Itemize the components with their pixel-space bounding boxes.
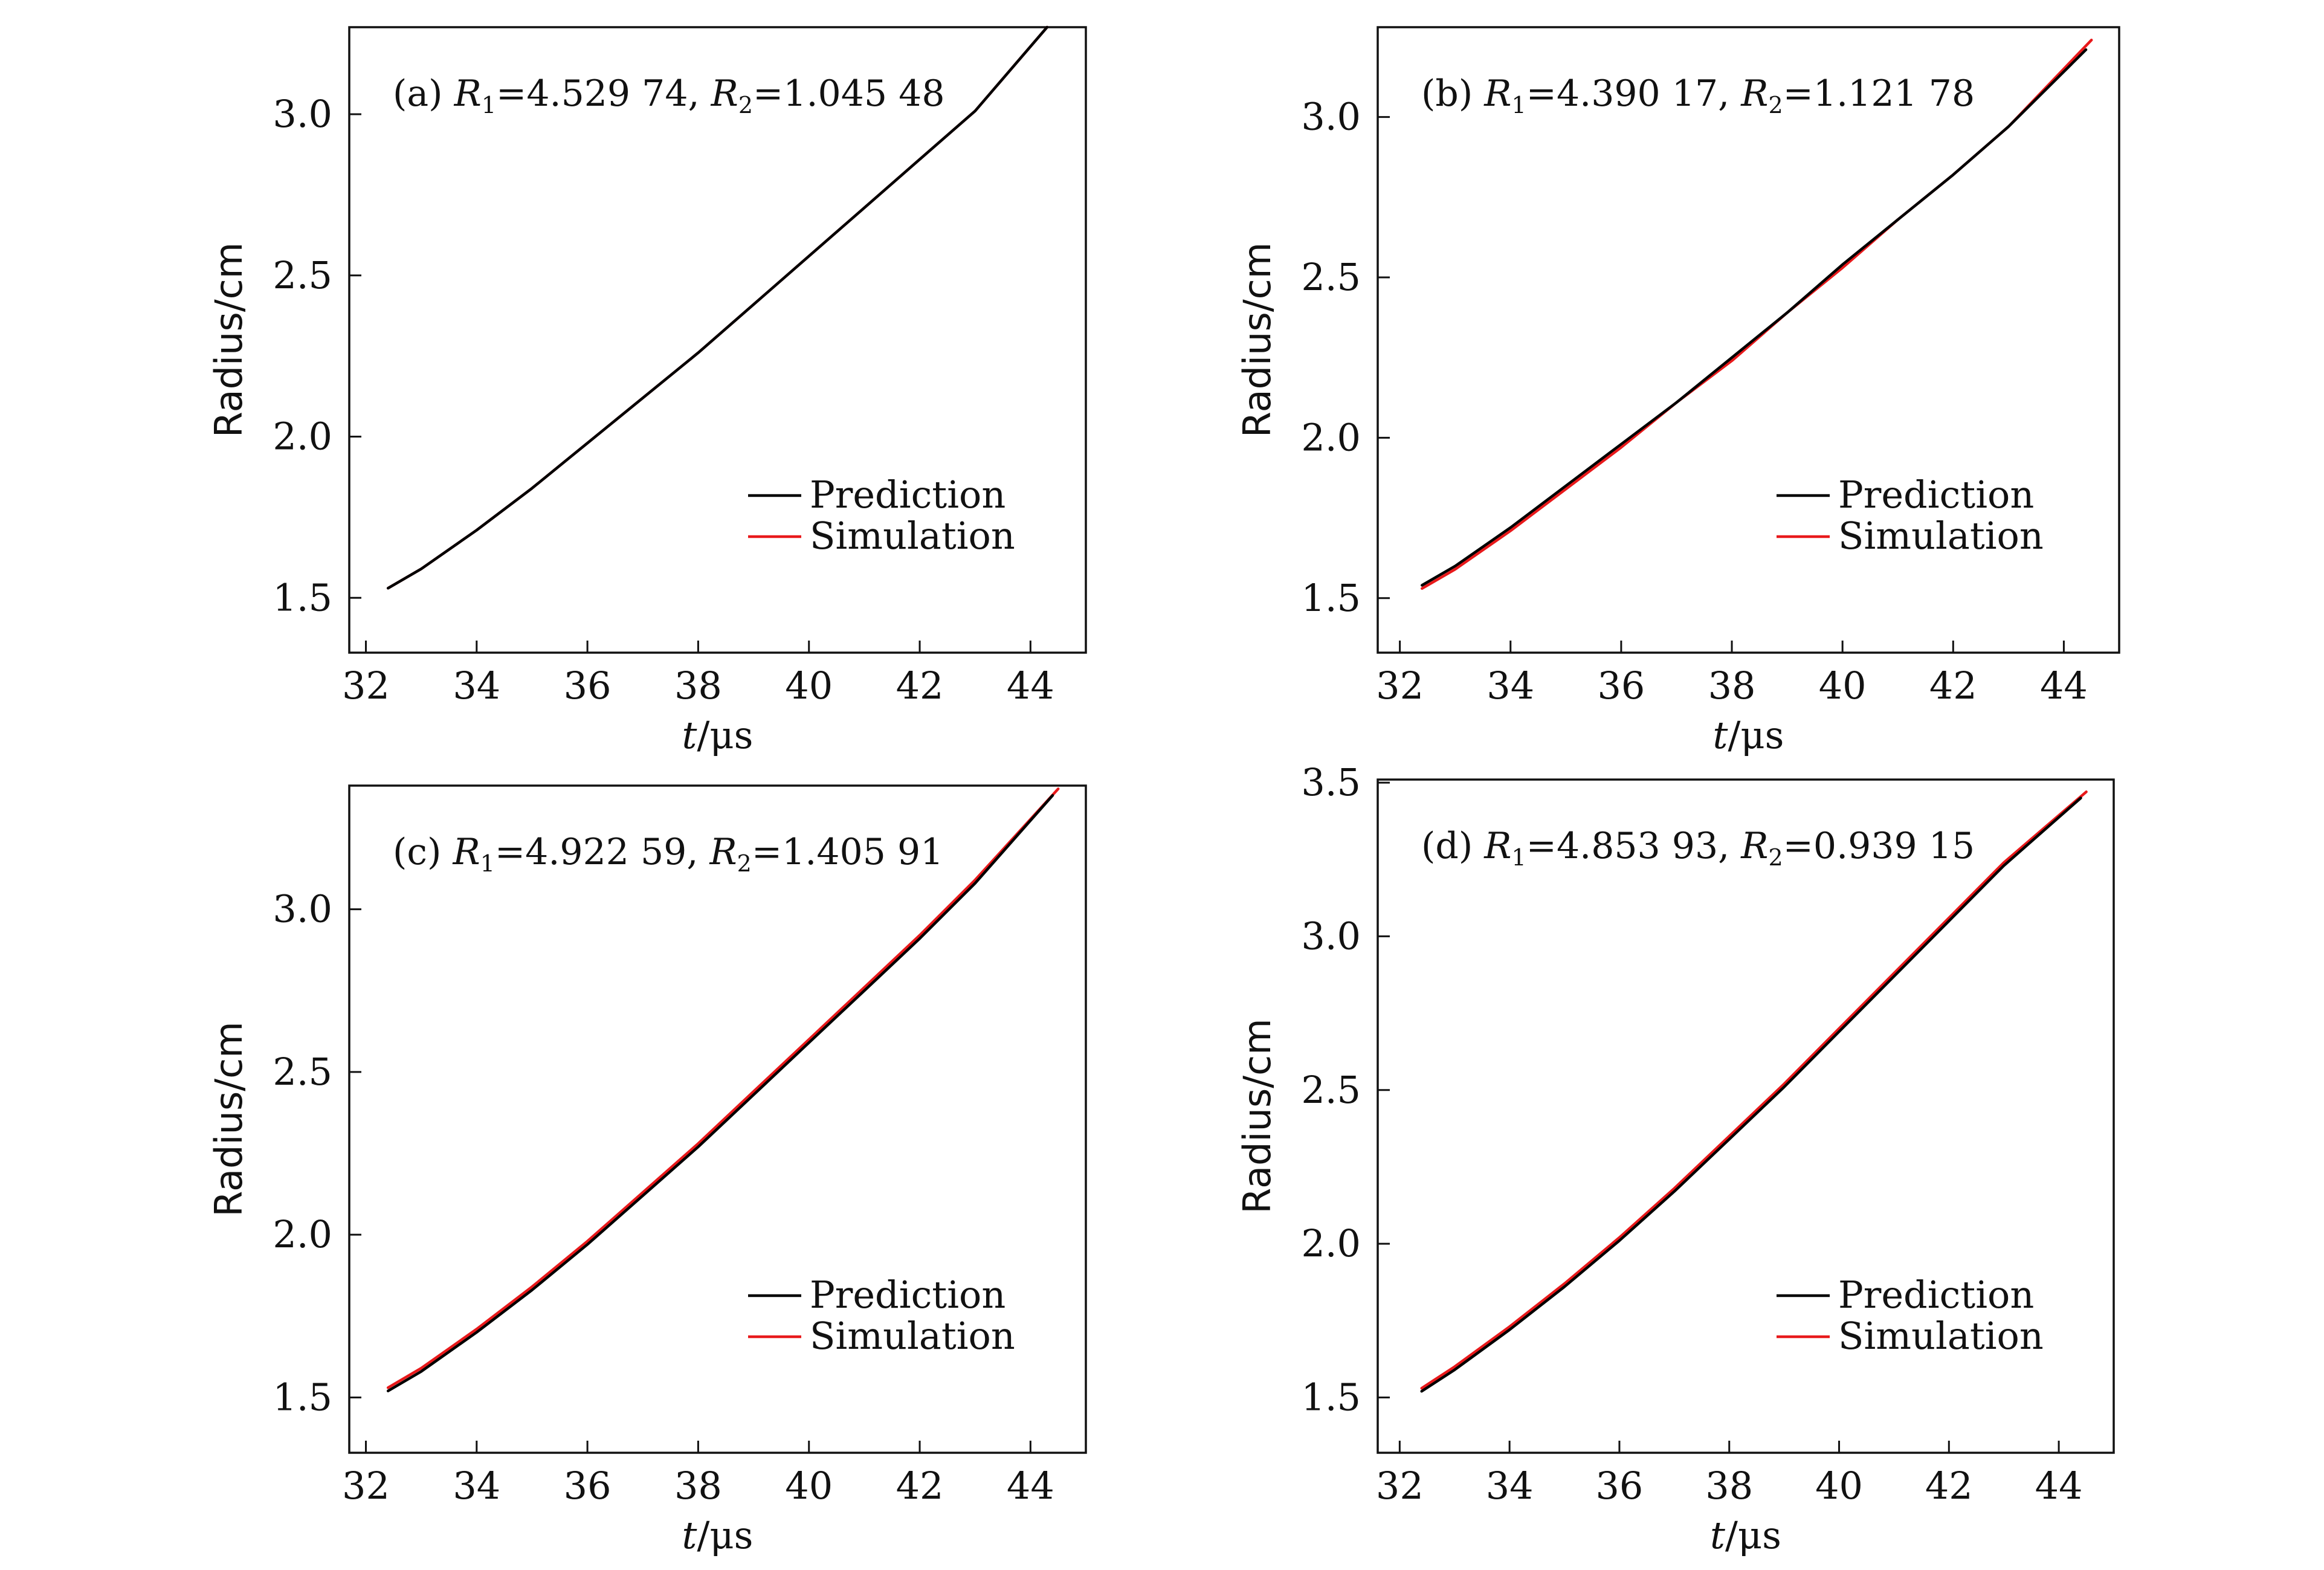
x-axis-label: t/μs [1710, 1513, 1781, 1557]
series-line-simulation [386, 787, 1060, 1389]
x-tick-label: 38 [674, 664, 722, 708]
x-tick-label: 44 [2040, 664, 2088, 708]
x-tick-label: 36 [1595, 1464, 1643, 1508]
y-tick-label: 3.0 [1301, 95, 1361, 139]
x-tick-label: 42 [1925, 1464, 1973, 1508]
x-tick-label: 34 [1486, 1464, 1534, 1508]
x-tick-label: 36 [564, 664, 612, 708]
y-tick-label: 1.5 [273, 575, 332, 619]
legend-label-simulation: Simulation [1838, 1314, 2044, 1358]
x-tick-label: 40 [1815, 1464, 1863, 1508]
legend-label-prediction: Prediction [1838, 1273, 2034, 1317]
legend-label-prediction: Prediction [810, 1273, 1005, 1317]
panel-title: (d) R1=4.853 93, R2=0.939 15 [1421, 825, 1975, 871]
y-tick-label: 2.0 [273, 1212, 332, 1256]
y-tick-label: 1.5 [1301, 1375, 1361, 1419]
panel-b: 32 34 36 38 40 42 44 1.5 2.0 2.5 3.0 t/μs Radius/cm (… [1235, 26, 2120, 757]
x-axis-label: t/μs [682, 1513, 754, 1557]
y-tick-label: 1.5 [1301, 576, 1361, 620]
y-tick-label: 3.0 [273, 92, 332, 136]
x-tick-label: 32 [1376, 1464, 1424, 1508]
y-tick-label: 3.5 [1301, 760, 1361, 804]
x-tick-label: 44 [1007, 1464, 1054, 1508]
panel-c: 32 34 36 38 40 42 44 1.5 2.0 2.5 3.0 t/μs Radius/cm (… [207, 784, 1087, 1557]
series-line-prediction [386, 793, 1054, 1392]
y-tick-label: 2.0 [1301, 1221, 1361, 1265]
legend-label-simulation: Simulation [1838, 514, 2044, 558]
x-tick-label: 42 [896, 1464, 944, 1508]
x-tick-label: 38 [1705, 1464, 1753, 1508]
plot-frame [1377, 778, 2115, 1454]
x-tick-label: 34 [1486, 664, 1534, 708]
x-tick-label: 36 [564, 1464, 612, 1508]
y-axis-label: Radius/cm [207, 1021, 251, 1216]
x-tick-label: 36 [1597, 664, 1645, 708]
plot-frame [1377, 26, 2120, 654]
y-tick-label: 1.5 [273, 1375, 332, 1419]
legend-label-prediction: Prediction [810, 473, 1005, 517]
y-tick-label: 2.5 [1301, 1068, 1361, 1112]
panel-title: (b) R1=4.390 17, R2=1.121 78 [1421, 73, 1975, 118]
y-tick-label: 2.0 [273, 415, 332, 459]
plot-frame [348, 784, 1087, 1454]
y-tick-label: 2.5 [273, 253, 332, 297]
x-tick-label: 32 [342, 664, 390, 708]
panel-title: (a) R1=4.529 74, R2=1.045 48 [393, 73, 945, 118]
x-tick-label: 42 [896, 664, 944, 708]
series-line-simulation [1420, 790, 2088, 1390]
y-axis-label: Radius/cm [1235, 242, 1279, 438]
y-axis-label: Radius/cm [1235, 1018, 1279, 1213]
panel-d: 32 34 36 38 40 42 44 1.5 2.0 2.5 3.0 3.5 t/μs Radius/… [1235, 760, 2115, 1557]
x-axis-label: t/μs [682, 713, 754, 757]
legend-label-simulation: Simulation [810, 514, 1015, 558]
x-tick-label: 44 [2035, 1464, 2083, 1508]
series-line-prediction [1421, 48, 2088, 587]
x-tick-label: 34 [453, 1464, 500, 1508]
x-tick-label: 38 [1708, 664, 1756, 708]
x-axis-label: t/μs [1713, 713, 1784, 757]
y-tick-label: 2.0 [1301, 415, 1361, 459]
legend-label-prediction: Prediction [1838, 473, 2034, 517]
panel-title: (c) R1=4.922 59, R2=1.405 91 [393, 831, 943, 877]
panel-a: 32 34 36 38 40 42 44 1.5 2.0 2.5 3.0 t/μs Radius/cm (… [207, 25, 1087, 757]
y-tick-label: 3.0 [273, 887, 332, 931]
x-tick-label: 34 [453, 664, 500, 708]
x-tick-label: 32 [342, 1464, 390, 1508]
series-line-prediction [386, 25, 1049, 590]
y-tick-label: 2.5 [273, 1050, 332, 1094]
x-tick-label: 40 [785, 1464, 833, 1508]
plot-frame [348, 26, 1087, 654]
x-tick-label: 32 [1376, 664, 1424, 708]
x-tick-label: 38 [674, 1464, 722, 1508]
y-tick-label: 3.0 [1301, 914, 1361, 958]
x-tick-label: 44 [1007, 664, 1054, 708]
x-tick-label: 40 [785, 664, 833, 708]
y-tick-label: 2.5 [1301, 255, 1361, 299]
legend-label-simulation: Simulation [810, 1314, 1015, 1358]
series-line-prediction [1420, 796, 2082, 1393]
x-tick-label: 40 [1819, 664, 1867, 708]
y-axis-label: Radius/cm [207, 242, 251, 438]
x-tick-label: 42 [1929, 664, 1977, 708]
